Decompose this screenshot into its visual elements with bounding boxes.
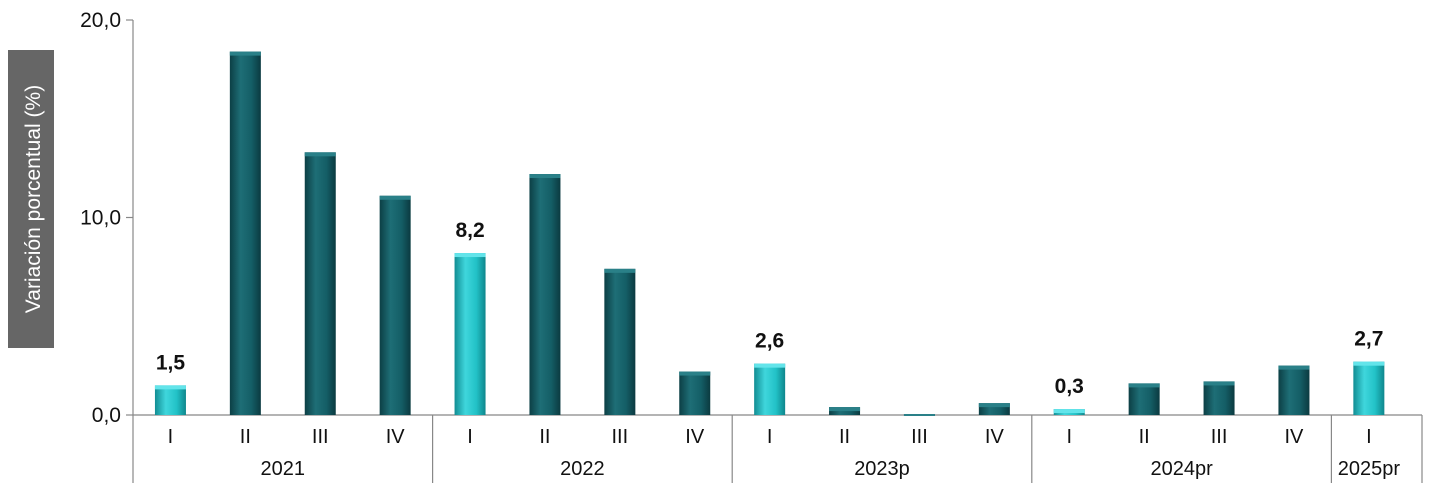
bar bbox=[154, 385, 186, 415]
quarter-label: II bbox=[240, 426, 251, 448]
year-label: 2023p bbox=[854, 458, 910, 480]
data-label: 8,2 bbox=[455, 219, 484, 242]
data-label: 1,5 bbox=[156, 351, 186, 374]
year-label: 2024pr bbox=[1150, 458, 1213, 480]
bar bbox=[454, 253, 486, 415]
quarter-label: I bbox=[767, 426, 773, 448]
bar bbox=[679, 371, 711, 415]
y-axis-label-box bbox=[8, 50, 54, 348]
bar-cap bbox=[1353, 361, 1385, 366]
quarter-label: IV bbox=[985, 426, 1005, 448]
y-tick-label: 0,0 bbox=[92, 404, 121, 427]
quarter-label: IV bbox=[386, 426, 406, 448]
bar-cap bbox=[304, 152, 336, 157]
data-label: 0,3 bbox=[1055, 375, 1084, 398]
bar-cap bbox=[529, 174, 561, 179]
bar-cap bbox=[829, 407, 861, 412]
bar-cap bbox=[903, 414, 935, 416]
y-ticks: 0,0 10,0 20,0 bbox=[80, 9, 133, 427]
y-axis-label: Variación porcentual (%) bbox=[22, 85, 45, 313]
quarter-label: I bbox=[168, 426, 174, 448]
bar-cap bbox=[679, 371, 711, 376]
quarter-label: II bbox=[839, 426, 850, 448]
year-label: 2022 bbox=[560, 458, 605, 480]
data-label: 2,6 bbox=[755, 330, 784, 353]
bar bbox=[529, 174, 561, 415]
bar bbox=[304, 152, 336, 415]
bar-cap bbox=[154, 385, 186, 390]
y-tick-label: 10,0 bbox=[80, 207, 121, 230]
bar bbox=[1278, 365, 1310, 415]
bar bbox=[978, 403, 1010, 415]
quarter-label: IV bbox=[685, 426, 705, 448]
data-label: 2,7 bbox=[1354, 328, 1383, 351]
quarter-label: II bbox=[1139, 426, 1150, 448]
bar bbox=[1353, 361, 1385, 415]
bar-cap bbox=[454, 253, 486, 258]
quarter-label: I bbox=[467, 426, 473, 448]
bar-cap bbox=[1053, 409, 1085, 414]
bar-cap bbox=[379, 195, 411, 200]
quarter-label: I bbox=[1366, 426, 1372, 448]
bar-cap bbox=[1278, 365, 1310, 370]
quarter-label: III bbox=[312, 426, 329, 448]
quarter-label: III bbox=[612, 426, 629, 448]
bar bbox=[1203, 381, 1235, 415]
quarter-label: I bbox=[1066, 426, 1072, 448]
quarter-label: III bbox=[1211, 426, 1228, 448]
bar bbox=[229, 51, 261, 415]
year-label: 2021 bbox=[261, 458, 306, 480]
bars: 1,5 8,2 2,6 0,3 2,7 bbox=[154, 51, 1385, 416]
y-tick-label: 20,0 bbox=[80, 9, 121, 32]
bar-cap bbox=[229, 51, 261, 56]
bar-cap bbox=[754, 363, 786, 368]
bar-cap bbox=[1203, 381, 1235, 386]
bar bbox=[604, 268, 636, 415]
bar-cap bbox=[978, 403, 1010, 408]
bar-cap bbox=[604, 268, 636, 273]
bar bbox=[1128, 383, 1160, 415]
bar bbox=[379, 195, 411, 415]
bar-cap bbox=[1128, 383, 1160, 388]
bar bbox=[754, 363, 786, 415]
quarter-label: III bbox=[911, 426, 928, 448]
quarter-label: IV bbox=[1284, 426, 1304, 448]
quarter-label: II bbox=[539, 426, 550, 448]
year-label: 2025pr bbox=[1338, 458, 1401, 480]
